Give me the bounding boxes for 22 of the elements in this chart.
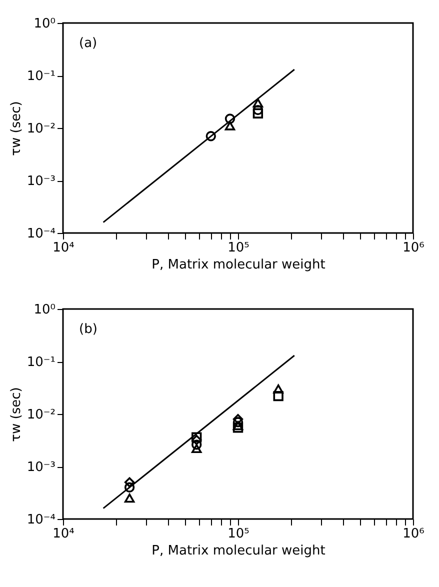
x-axis-title: P, Matrix molecular weight [152,544,326,558]
x-tick-label: 10⁵ [228,526,250,542]
y-axis-title: τw (sec) [8,387,24,442]
y-tick-label: 10⁻⁴ [26,512,56,528]
y-tick-label: 10⁻¹ [26,355,56,370]
y-tick-label: 10⁰ [34,16,56,32]
x-tick-label: 10⁵ [228,240,250,256]
y-tick-label: 10⁻² [26,122,56,136]
x-tick-label: 10⁴ [52,526,74,542]
y-tick-label: 10⁻¹ [26,69,56,84]
x-axis-title: P, Matrix molecular weight [152,258,326,272]
x-tick-label: 10⁶ [402,526,424,542]
x-tick-label: 10⁴ [52,240,74,256]
annotation: (a) [79,36,98,51]
y-tick-label: 10⁻² [26,408,56,422]
y-tick-label: 10⁻³ [26,174,56,189]
y-tick-label: 10⁻⁴ [26,226,56,242]
y-axis-title: τw (sec) [8,101,24,156]
x-tick-label: 10⁶ [402,240,424,256]
annotation: (b) [79,322,98,337]
y-tick-label: 10⁻³ [26,460,56,475]
y-tick-label: 10⁰ [34,302,56,318]
